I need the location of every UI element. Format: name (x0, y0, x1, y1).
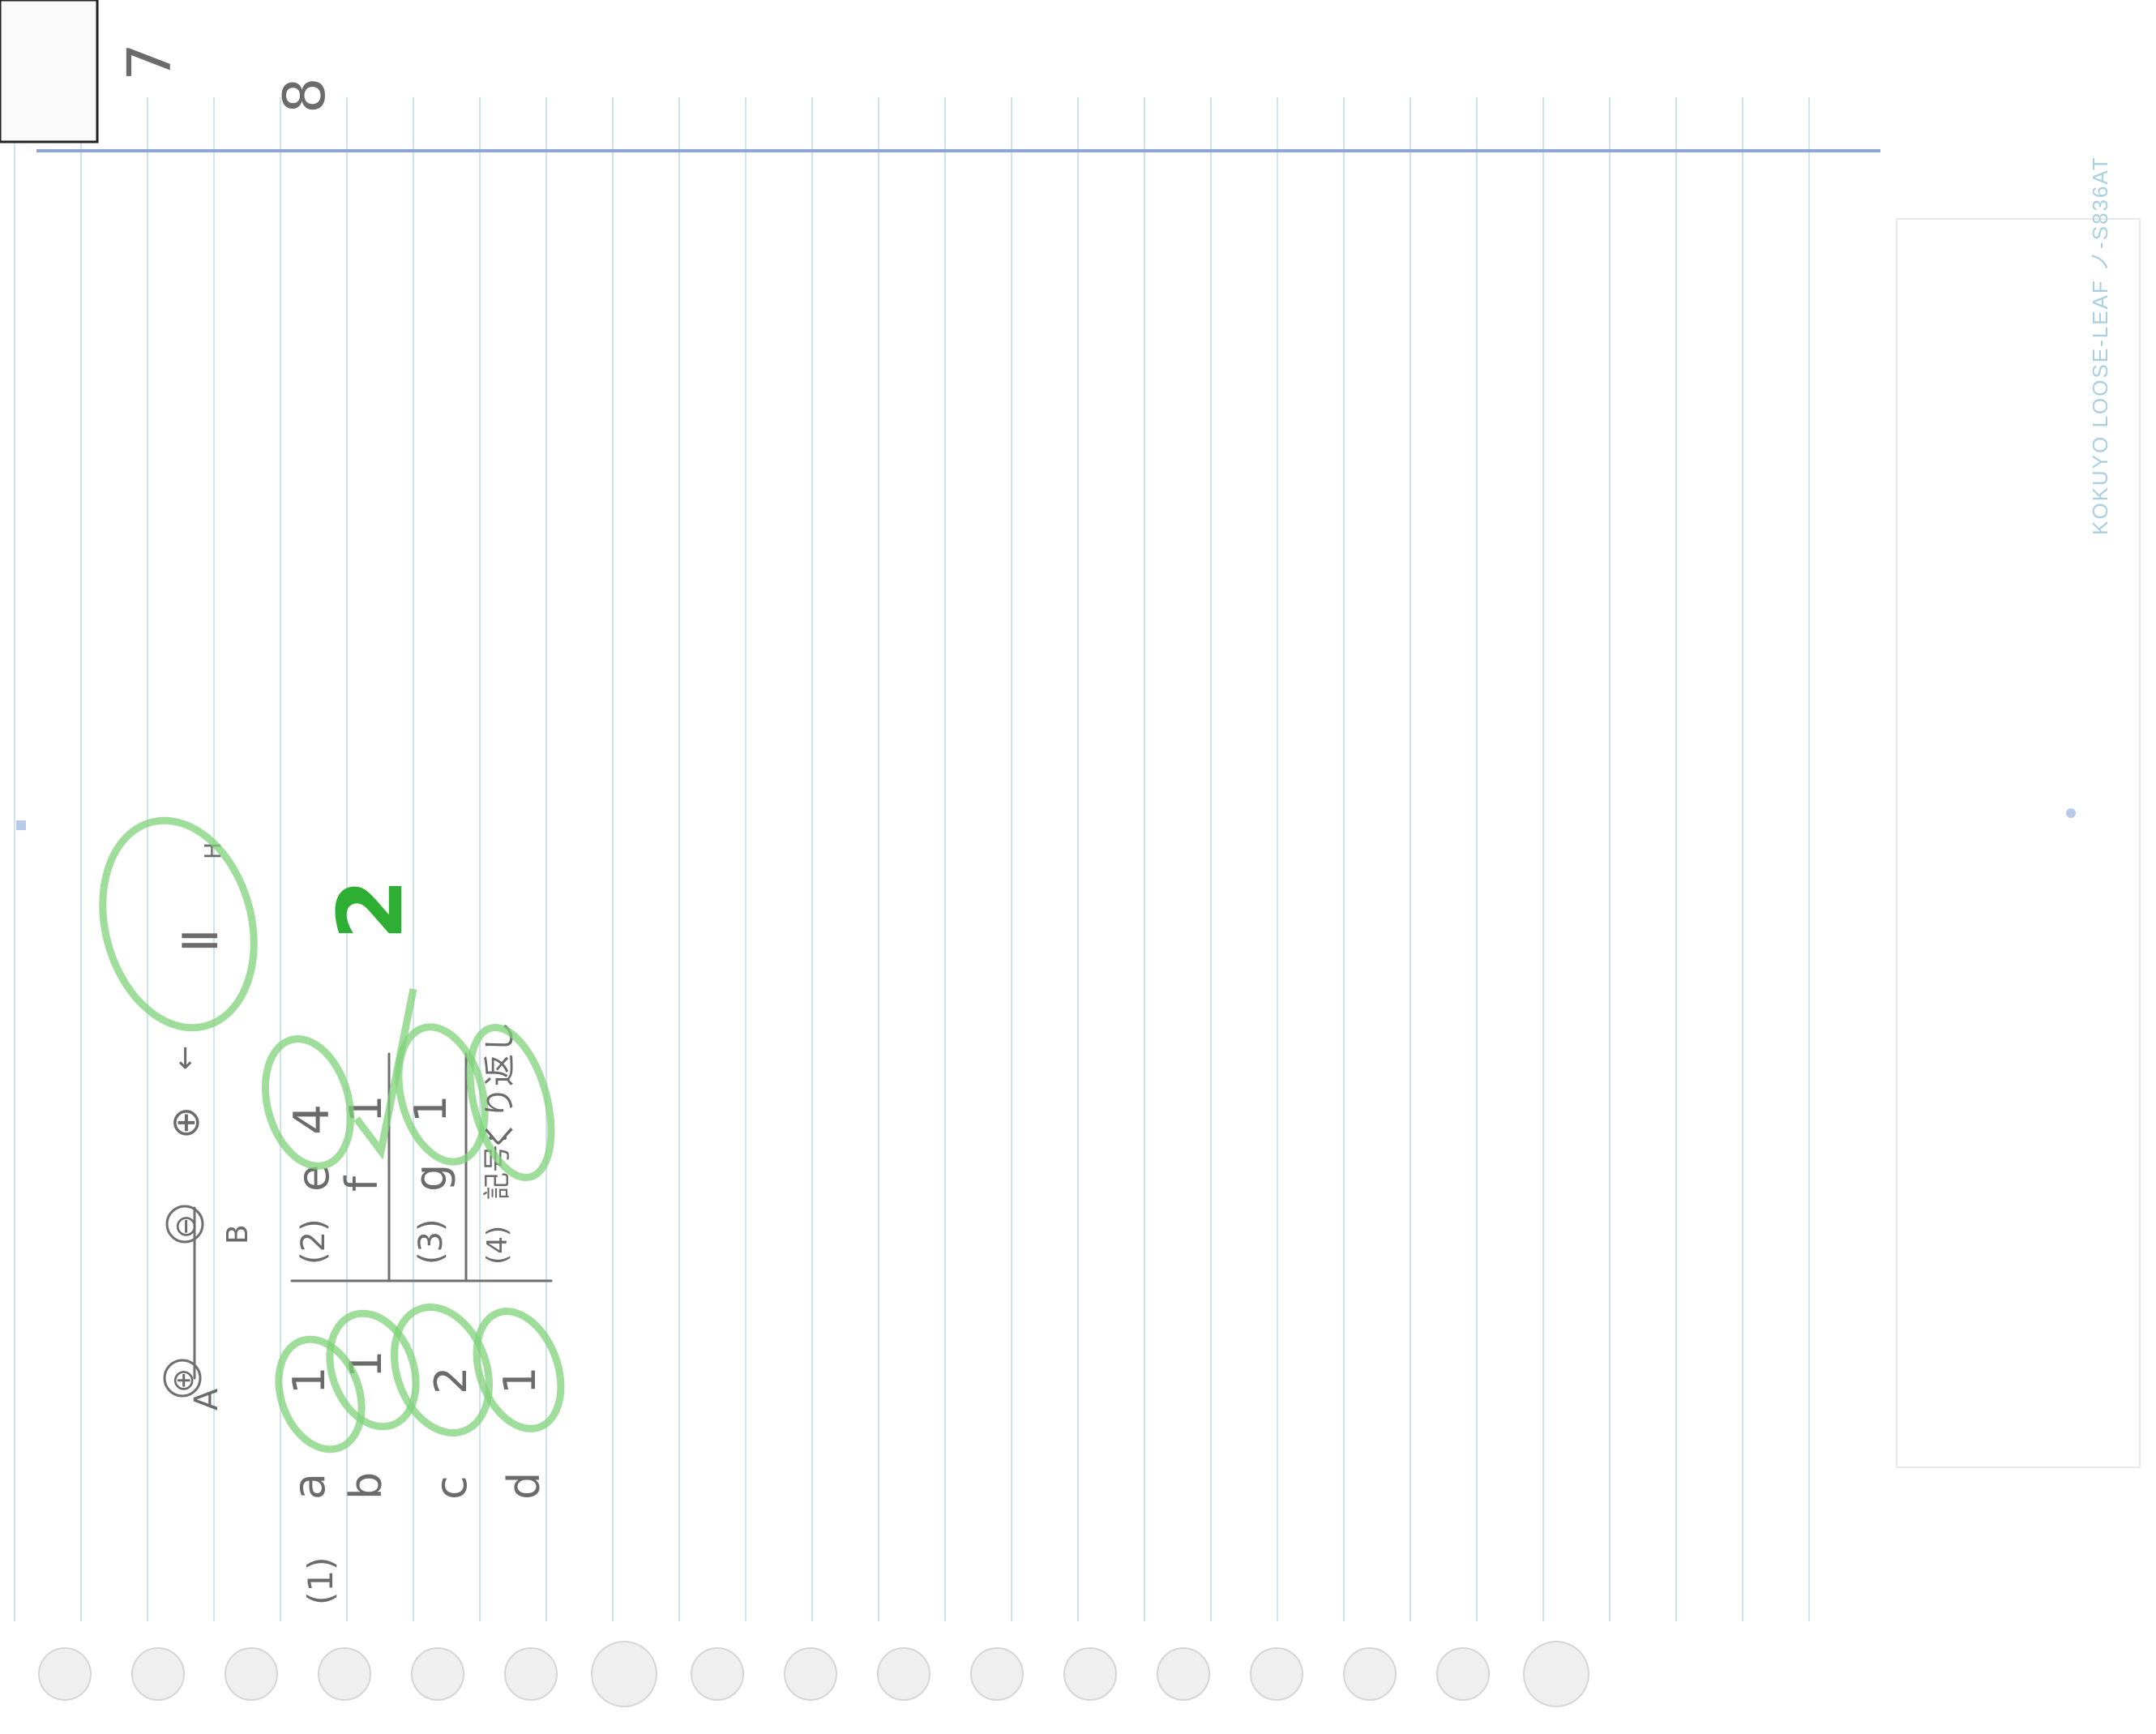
punch-hole (38, 1647, 92, 1701)
punch-hole (131, 1647, 185, 1701)
binding-strip (1896, 218, 2141, 1468)
label-minus-b: ⊖ (169, 1214, 203, 1239)
green-check-g (395, 1023, 489, 1166)
label-roman: Ⅱ (173, 928, 229, 953)
punch-hole (1063, 1647, 1117, 1701)
q2-val-e: 4 (284, 1104, 340, 1135)
punch-hole (1523, 1641, 1589, 1707)
green-check-roman (99, 816, 258, 1032)
page-number-right: 8 (272, 77, 338, 113)
q3-label: (3) (413, 1218, 450, 1265)
green-score: 2 (319, 878, 422, 940)
q1-key-b: b (340, 1472, 391, 1500)
q1-label: (1) (301, 1557, 340, 1606)
q1-val-c: 2 (426, 1367, 477, 1394)
punch-hole (877, 1647, 930, 1701)
q4-value: くり返し (481, 1021, 519, 1151)
punch-hole (504, 1647, 558, 1701)
brand-text: KOKUYO LOOSE-LEAF ノ-S836AT (2088, 156, 2112, 535)
label-plus-a: ⊕ (167, 1368, 200, 1393)
punch-hole (591, 1641, 657, 1707)
guide-dot-left (16, 820, 26, 830)
guide-dot-right (2066, 808, 2076, 818)
punch-hole (225, 1647, 278, 1701)
label-b: B (221, 1224, 255, 1244)
punch-hole (691, 1647, 744, 1701)
punch-hole (1343, 1647, 1397, 1701)
punch-hole (784, 1647, 837, 1701)
minus-b-circle (165, 1205, 204, 1244)
q1-val-d: 1 (494, 1367, 545, 1394)
q2-label: (2) (295, 1218, 332, 1265)
q1-key-d: d (498, 1472, 550, 1500)
punch-hole (970, 1647, 1024, 1701)
green-check-e (261, 1035, 355, 1170)
circuit-diagram: ⊕ A ⊖ B ⊕ ← Ⅱ H (99, 816, 258, 1411)
punch-hole (411, 1647, 464, 1701)
q1-val-a: 1 (284, 1367, 335, 1394)
label-plus: ⊕ (163, 1107, 208, 1139)
ruled-lines (14, 97, 1810, 1621)
q1-key-c: c (426, 1475, 477, 1500)
punch-hole (1250, 1647, 1303, 1701)
green-check-c (391, 1304, 493, 1436)
q3-val-g: 1 (405, 1095, 456, 1123)
q2-key-f: f (336, 1175, 387, 1192)
green-check-4 (466, 1024, 555, 1181)
punch-holes (38, 1641, 1589, 1707)
q3-key-g: g (405, 1164, 456, 1192)
q1-key-a: a (284, 1473, 335, 1500)
punch-hole (1436, 1647, 1490, 1701)
label-arrow: ← (169, 1046, 202, 1070)
page-number-left: 7 (115, 43, 185, 81)
green-check-b (326, 1309, 420, 1431)
q4-label: (4) (481, 1226, 514, 1265)
punch-hole (1157, 1647, 1210, 1701)
plus-a-circle (163, 1359, 202, 1398)
punch-hole (318, 1647, 371, 1701)
answer-table: (1) a 1 b 1 c 2 d 1 (2) e 4 f 1 (3) g 1 … (261, 988, 565, 1606)
label-a: A (188, 1388, 225, 1411)
green-check-a (275, 1335, 366, 1454)
green-check-d (473, 1308, 565, 1432)
page-corner-edge (0, 0, 99, 143)
